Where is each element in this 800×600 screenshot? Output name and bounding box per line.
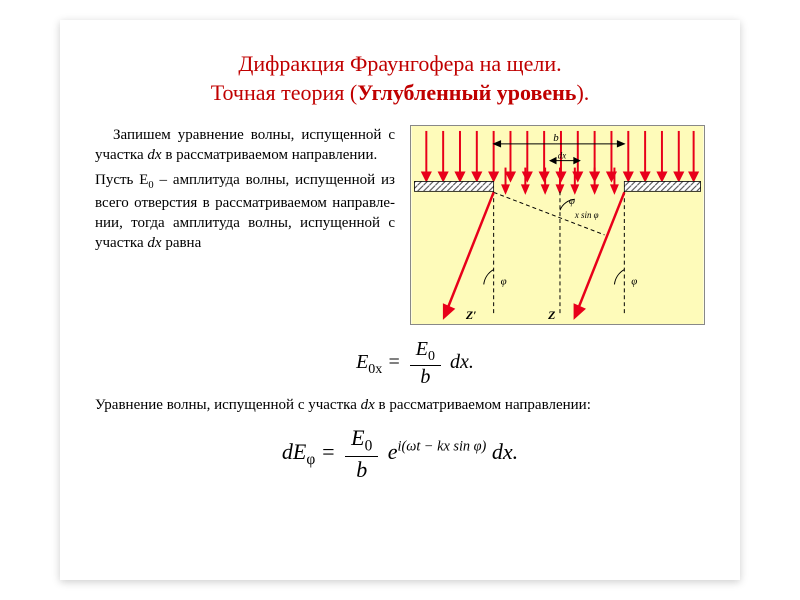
eq2-lhs: dE [282, 439, 306, 464]
svg-text:φ: φ [569, 195, 575, 207]
eq2-num-E: E [351, 425, 364, 450]
slide-title: Дифракция Фраунгофера на щели. Точная те… [95, 50, 705, 107]
svg-text:φ: φ [501, 276, 507, 288]
diagram-column: b dx [410, 125, 705, 330]
p3-text: Уравнение волны, испущенной с участка [95, 397, 361, 413]
content-row: Запишем уравнение волны, испущенной с уч… [95, 125, 705, 330]
svg-text:b: b [553, 132, 559, 144]
svg-text:Z′: Z′ [465, 308, 477, 322]
svg-text:x sin φ: x sin φ [574, 210, 599, 220]
p1-dx: dx [147, 147, 161, 163]
eq2-exp: i(ωt − kx sin φ) [398, 439, 487, 455]
eq1-num-E: E [416, 338, 428, 360]
eq1-lhs-sub: 0x [368, 362, 382, 377]
equation-2: dEφ = E0 b ei(ωt − kx sin φ) dx. [95, 425, 705, 482]
svg-text:Z: Z [547, 308, 555, 322]
eq1-tail: dx. [445, 351, 474, 373]
equation-1: E0x = E0b dx. [125, 338, 705, 389]
p2-text: Пусть E [95, 172, 148, 188]
title-line-1: Дифракция Фраунгофера на щели. [95, 50, 705, 79]
title-prefix: Точная теория ( [211, 80, 358, 105]
eq2-frac: E0 b [345, 425, 378, 482]
eq2-e: e [382, 439, 397, 464]
title-line-2: Точная теория (Углубленный уровень). [95, 79, 705, 108]
text-column: Запишем уравнение волны, испущенной с уч… [95, 125, 395, 253]
eq2-den: b [345, 457, 378, 483]
paragraph-3: Уравнение волны, испущенной с участка dx… [95, 395, 705, 415]
title-bold: Углубленный уровень [357, 80, 576, 105]
p3-cont: в рассматриваемом направлении: [375, 397, 591, 413]
eq1-num-sub: 0 [428, 349, 435, 364]
p1-cont: в рассматриваемом направлении. [162, 147, 378, 163]
paragraph-1: Запишем уравнение волны, испущенной с уч… [95, 125, 395, 166]
eq1-lhs-E: E [356, 351, 368, 373]
eq2-tail: dx. [486, 439, 518, 464]
slide: Дифракция Фраунгофера на щели. Точная те… [60, 20, 740, 580]
eq1-den: b [410, 366, 441, 389]
paragraph-2: Пусть E0 – амплитуда волны, испущенной и… [95, 170, 395, 254]
p3-dx: dx [361, 397, 375, 413]
diffraction-diagram: b dx [410, 125, 705, 325]
svg-text:φ: φ [631, 276, 637, 288]
eq2-num-sub: 0 [365, 438, 373, 455]
eq2-lhs-sub: φ [306, 452, 315, 469]
eq1-frac: E0 b [410, 338, 441, 389]
p2-dx: dx [147, 235, 161, 251]
eq2-eq: = [315, 439, 341, 464]
title-suffix: ). [576, 80, 589, 105]
p2-end: равна [162, 235, 202, 251]
eq1-eq: = [382, 351, 406, 373]
svg-text:dx: dx [558, 151, 566, 161]
